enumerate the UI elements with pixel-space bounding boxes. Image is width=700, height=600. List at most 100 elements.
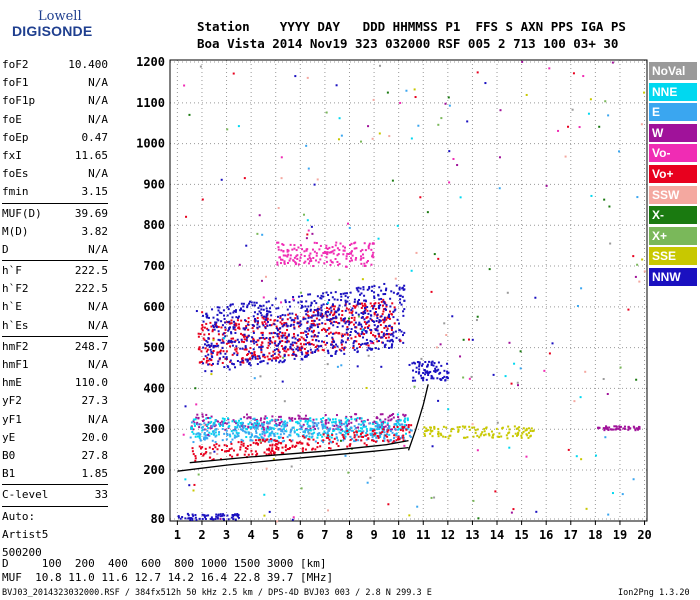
echo-point [196,432,199,435]
echo-point [321,425,324,428]
echo-point [303,250,306,253]
echo-point [381,431,384,434]
echo-point [237,327,240,330]
echo-point [214,518,217,521]
echo-point [286,255,289,258]
trace-line [189,439,409,464]
echo-point [209,456,212,459]
echo-point [263,315,266,318]
echo-point [277,447,280,450]
noise-point [261,233,264,236]
echo-point [387,336,390,339]
echo-point [370,263,373,266]
echo-point [258,433,261,436]
echo-point [362,430,365,433]
echo-point [427,374,430,377]
echo-point [269,318,272,321]
echo-point [376,428,379,431]
noise-point [337,138,340,141]
trace-line [177,446,409,472]
echo-point [444,436,447,439]
echo-point [212,423,215,426]
noise-point [306,76,309,79]
echo-point [216,517,219,520]
echo-point [263,421,266,424]
echo-point [195,518,198,521]
echo-point [337,322,340,325]
echo-point [231,340,234,343]
echo-point [273,323,276,326]
autoscaling-info: Auto: [2,509,36,523]
echo-point [389,339,392,342]
echo-point [368,242,371,245]
echo-point [381,413,384,416]
echo-point [388,324,391,327]
echo-point [279,359,282,362]
echo-point [347,429,350,432]
echo-point [320,294,323,297]
echo-point [412,361,415,364]
echo-point [265,317,268,320]
echo-point [331,250,334,253]
echo-point [522,430,525,433]
echo-point [202,428,205,431]
echo-point [248,350,251,353]
echo-point [229,435,232,438]
echo-point [390,290,393,293]
param-name: foF2 [2,58,29,71]
echo-point [211,447,214,450]
echo-point [376,326,379,329]
echo-point [267,435,270,438]
echo-point [245,339,248,342]
echo-point [316,323,319,326]
echo-point [201,425,204,428]
echo-point [252,423,255,426]
echo-point [225,350,228,353]
echo-point [254,320,257,323]
echo-point [369,310,372,313]
echo-point [342,435,345,438]
echo-point [246,323,249,326]
echo-point [298,441,301,444]
echo-point [295,348,298,351]
echo-point [290,323,293,326]
echo-point [254,357,257,360]
echo-point [307,438,310,441]
echo-point [457,429,460,432]
echo-point [252,441,255,444]
echo-point [230,430,233,433]
echo-point [371,427,374,430]
echo-point [264,440,267,443]
echo-point [205,350,208,353]
echo-point [221,439,224,442]
echo-point [390,418,393,421]
echo-point [299,338,302,341]
x-tick-label: 9 [370,528,377,542]
echo-point [273,424,276,427]
echo-point [219,350,222,353]
noise-point [300,487,303,490]
echo-point [354,330,357,333]
x-tick-label: 7 [321,528,328,542]
echo-point [304,260,307,263]
echo-point [414,379,417,382]
echo-point [300,345,303,348]
echo-point [379,304,382,307]
echo-point [247,453,250,456]
echo-point [233,310,236,313]
echo-point [227,308,230,311]
echo-point [279,421,282,424]
echo-point [265,431,268,434]
echo-point [217,351,220,354]
echo-point [353,425,356,428]
echo-point [216,318,219,321]
echo-point [411,379,414,382]
echo-point [310,335,313,338]
noise-point [451,315,454,318]
echo-point [314,314,317,317]
noise-point [410,269,413,272]
echo-point [418,371,421,374]
echo-point [284,429,287,432]
echo-point [197,335,200,338]
echo-point [242,442,245,445]
